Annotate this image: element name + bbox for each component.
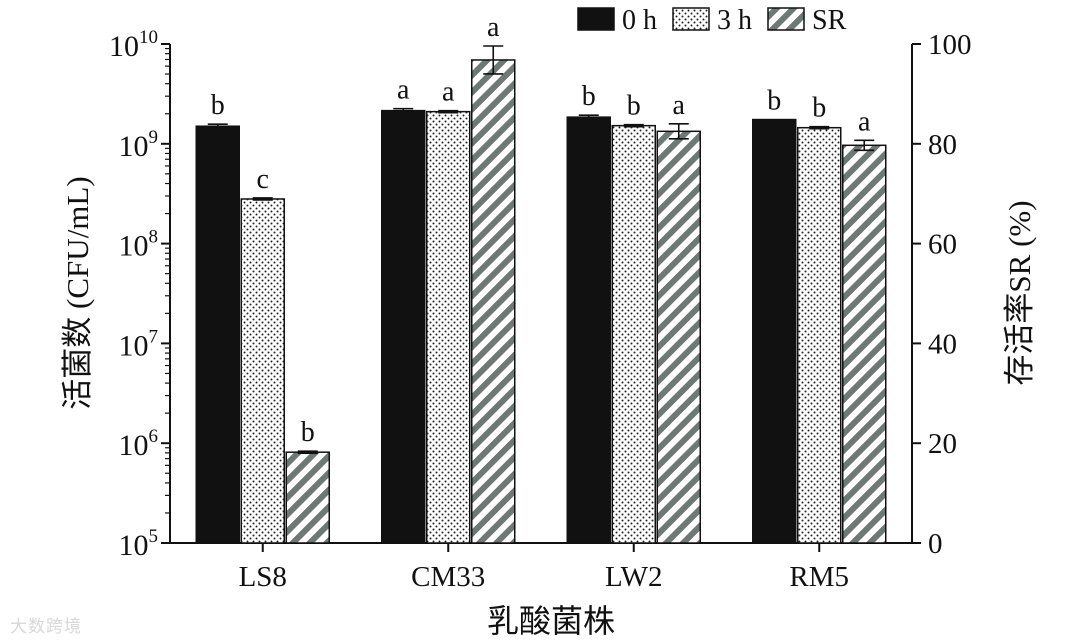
y2-tick-label: 40 bbox=[928, 328, 957, 360]
y2-tick-label: 80 bbox=[928, 129, 957, 161]
bar-hatch bbox=[285, 451, 330, 544]
bar-solid bbox=[195, 125, 240, 544]
bar-dots bbox=[611, 124, 656, 544]
bar-solid bbox=[566, 116, 611, 544]
x-tick-label: RM5 bbox=[789, 561, 849, 593]
x-tick-label: CM33 bbox=[411, 561, 485, 593]
bar-dots bbox=[797, 126, 842, 544]
legend-swatch-solid bbox=[577, 7, 615, 31]
watermark: 大数跨境 bbox=[10, 617, 82, 637]
y2-tick-label: 20 bbox=[928, 428, 957, 460]
significance-letter: c bbox=[257, 164, 269, 195]
bar-hatch bbox=[842, 144, 887, 544]
chart-legend: 0 h 3 h SR bbox=[577, 5, 847, 36]
bar-hatch bbox=[471, 59, 516, 544]
bar-solid bbox=[381, 109, 426, 544]
y2-tick-label: 0 bbox=[928, 528, 943, 560]
legend-swatch-dots bbox=[672, 7, 710, 31]
significance-letter: a bbox=[858, 106, 871, 137]
x-tick-label: LS8 bbox=[239, 561, 287, 593]
x-tick-label: LW2 bbox=[605, 561, 662, 593]
chart-axes: 105 106 107 108 109 1010 0 20 40 60 80 100 活菌数 (CFU/… bbox=[60, 27, 1037, 639]
bar-solid bbox=[752, 118, 797, 544]
significance-letter: a bbox=[673, 90, 686, 121]
legend-label: 0 h bbox=[622, 5, 657, 36]
legend-label: 3 h bbox=[717, 5, 752, 36]
x-axis-title: 乳酸菌株 bbox=[487, 603, 615, 639]
significance-letter: b bbox=[767, 86, 781, 117]
y-tick-label: 108 bbox=[119, 227, 159, 263]
significance-letter: b bbox=[582, 81, 596, 112]
y-tick-label: 109 bbox=[119, 127, 159, 163]
y2-axis-title: 存活率SR (%) bbox=[1002, 200, 1037, 385]
significance-letter: b bbox=[211, 90, 225, 121]
legend-label: SR bbox=[812, 5, 847, 36]
y-axis-title: 活菌数 (CFU/mL) bbox=[60, 176, 95, 409]
significance-letter: a bbox=[487, 12, 500, 43]
chart-bars bbox=[195, 45, 887, 544]
bar-dots bbox=[240, 198, 285, 544]
legend-swatch-hatch bbox=[767, 7, 805, 31]
significance-letter: b bbox=[301, 417, 315, 448]
significance-letter: a bbox=[397, 75, 410, 106]
bar-hatch bbox=[656, 130, 701, 544]
y-tick-label: 106 bbox=[119, 426, 159, 462]
y-tick-label: 105 bbox=[119, 526, 159, 562]
y-tick-label: 1010 bbox=[109, 27, 158, 63]
significance-letter: b bbox=[812, 93, 826, 124]
significance-letter: a bbox=[442, 77, 455, 108]
bar-dots bbox=[426, 110, 471, 544]
y-tick-label: 107 bbox=[119, 326, 159, 362]
y2-tick-label: 60 bbox=[928, 229, 957, 261]
significance-letter: b bbox=[627, 91, 641, 122]
y2-tick-label: 100 bbox=[928, 29, 972, 61]
